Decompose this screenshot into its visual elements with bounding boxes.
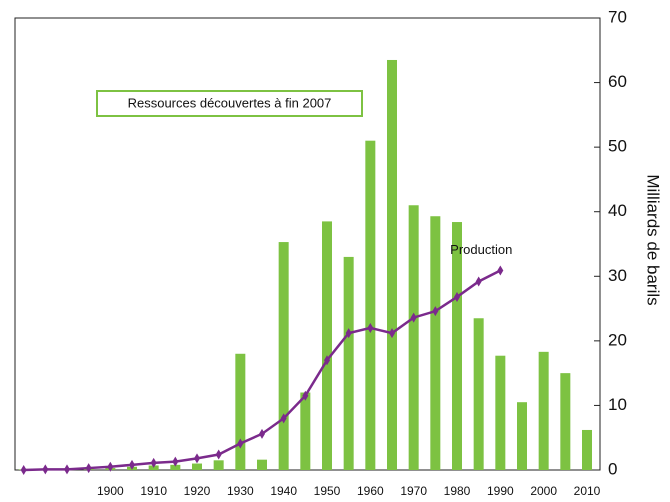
marker	[194, 453, 200, 464]
bar	[473, 318, 484, 470]
marker	[454, 291, 460, 302]
x-tick-label: 1940	[270, 484, 297, 498]
bar	[235, 353, 246, 470]
bar	[538, 351, 549, 470]
y-tick-label: 20	[608, 330, 627, 349]
bar	[365, 140, 376, 470]
bar	[343, 256, 354, 470]
marker	[107, 461, 114, 472]
x-tick-label: 1970	[400, 484, 427, 498]
marker	[367, 322, 374, 333]
y-axis-label: Milliards de barils	[644, 174, 663, 305]
marker	[497, 265, 504, 276]
marker	[150, 457, 157, 468]
x-tick-label: 1920	[184, 484, 211, 498]
marker	[389, 328, 395, 339]
marker	[42, 464, 49, 475]
series-label: Production	[450, 242, 512, 257]
marker	[129, 459, 135, 470]
bar	[452, 222, 462, 470]
marker	[172, 456, 179, 467]
annotation-box	[96, 90, 363, 117]
marker	[237, 438, 244, 449]
marker	[215, 449, 222, 460]
bar	[517, 402, 527, 470]
bar	[300, 392, 311, 470]
annotation: Ressources découvertes à fin 2007	[128, 95, 332, 110]
marker	[345, 328, 352, 339]
y-tick-label: 60	[608, 72, 627, 91]
marker	[85, 463, 92, 474]
bar	[170, 464, 181, 470]
y-tick-label: 40	[608, 201, 627, 220]
y-tick-label: 50	[608, 137, 627, 156]
y-tick-label: 0	[608, 459, 617, 478]
x-tick-label: 1900	[97, 484, 124, 498]
marker	[259, 428, 265, 439]
x-tick-label: 1980	[444, 484, 471, 498]
bar	[560, 373, 571, 470]
x-tick-label: 1990	[487, 484, 514, 498]
bar	[408, 205, 419, 470]
marker	[64, 464, 70, 475]
marker	[324, 355, 330, 366]
x-tick-label: 2010	[574, 484, 601, 498]
marker	[280, 413, 287, 424]
bar	[192, 463, 202, 470]
marker	[432, 306, 439, 317]
bar	[582, 429, 592, 470]
y-tick-label: 10	[608, 395, 627, 414]
line	[23, 269, 501, 472]
bar	[257, 459, 267, 470]
x-tick-label: 1950	[314, 484, 341, 498]
x-tick-label: 2000	[530, 484, 557, 498]
x-tick-label: 1960	[357, 484, 384, 498]
bar	[495, 355, 506, 470]
y-tick-label: 30	[608, 266, 627, 285]
bar	[278, 242, 289, 470]
bar	[387, 59, 397, 470]
y-tick-label: 70	[608, 7, 627, 26]
marker	[302, 390, 309, 401]
x-tick-label: 1930	[227, 484, 254, 498]
marker	[20, 465, 27, 475]
bar	[430, 216, 441, 470]
bar	[213, 460, 224, 470]
marker	[475, 276, 482, 287]
marker	[410, 312, 417, 323]
x-tick-label: 1910	[140, 484, 167, 498]
bar	[322, 221, 332, 470]
